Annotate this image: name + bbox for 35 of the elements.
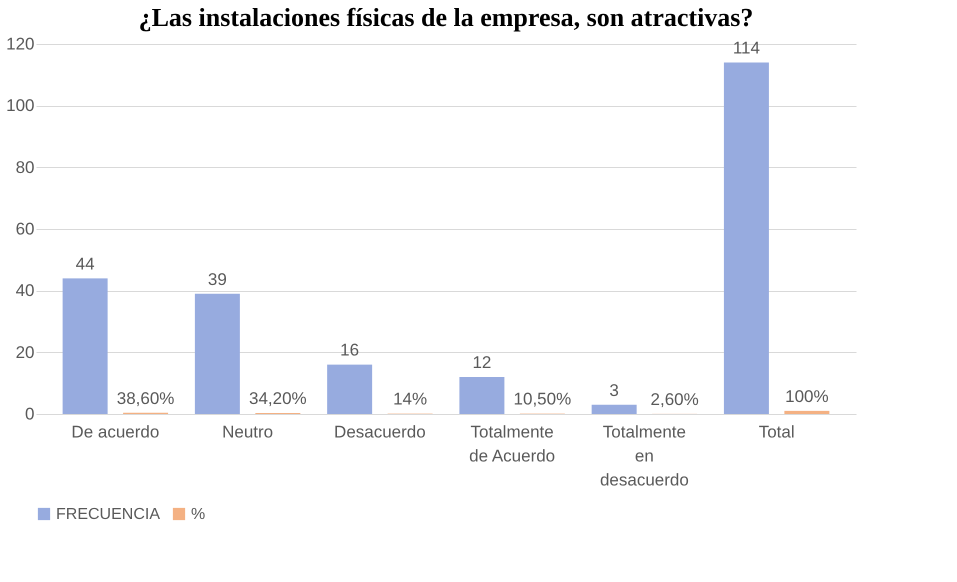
data-label: 3 (609, 380, 619, 400)
data-label: 39 (208, 270, 227, 289)
y-tick-label: 0 (25, 404, 34, 424)
bar (327, 364, 372, 414)
bar (459, 377, 504, 414)
data-label: 2,60% (650, 390, 699, 409)
data-label: 100% (785, 386, 829, 406)
data-label: 14% (393, 390, 428, 409)
bar (194, 294, 240, 414)
x-tick-label: Totalmente de Acuerdo (469, 422, 556, 466)
data-label: 38,60% (116, 388, 174, 408)
chart-title: ¿Las instalaciones físicas de la empresa, son atractivas? (138, 3, 754, 32)
y-tick-label: 80 (16, 158, 34, 177)
data-label: 16 (340, 340, 360, 360)
data-label: 34,20% (249, 388, 307, 408)
x-tick-label: Totalmente en desacuerdo (600, 422, 689, 490)
x-tick-label: Total (758, 422, 795, 442)
data-label: 12 (472, 353, 492, 372)
y-tick-label: 100 (6, 96, 34, 116)
y-tick-label: 60 (16, 220, 34, 238)
y-tick-label: 40 (16, 281, 34, 300)
bar (724, 62, 769, 414)
data-label: 44 (76, 254, 95, 274)
x-tick-label: De acuerdo (71, 422, 160, 442)
y-tick-label: 20 (16, 342, 34, 362)
bar (592, 404, 637, 414)
x-tick-label: Neutro (222, 422, 274, 442)
bar (62, 278, 108, 414)
x-tick-label: Desacuerdo (334, 422, 426, 442)
legend-label: % (191, 506, 206, 523)
y-tick-label: 120 (6, 34, 34, 54)
legend-label: FRECUENCIA (56, 506, 160, 523)
bar (784, 410, 830, 414)
data-label: 114 (732, 38, 760, 58)
data-label: 10,50% (514, 390, 572, 409)
